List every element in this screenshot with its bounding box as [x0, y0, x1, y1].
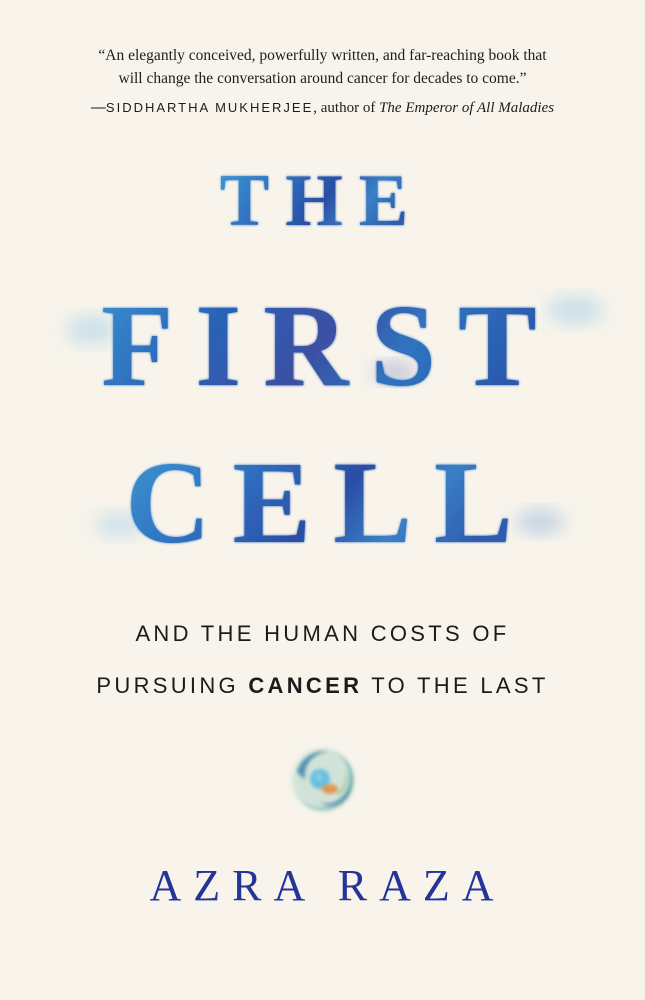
quote-line-2: will change the conversation around canc…: [118, 70, 527, 87]
attribution-name: SIDDHARTHA MUKHERJEE: [105, 100, 314, 115]
subtitle-text-cancer: CANCER: [248, 673, 363, 698]
subtitle-line-2: PURSUING CANCER TO THE LAST: [0, 673, 645, 699]
attribution-book: The Emperor of All Maladies: [379, 100, 555, 116]
book-title: THE FIRST CELL: [66, 160, 603, 568]
endorsement-quote: “An elegantly conceived, powerfully writ…: [0, 44, 645, 90]
title-line-the: THE: [220, 160, 424, 242]
endorsement-attribution: —SIDDHARTHA MUKHERJEE, author of The Emp…: [0, 99, 645, 117]
author-name: AZRA RAZA: [149, 861, 506, 910]
subtitle-text-pre: PURSUING: [96, 673, 249, 698]
title-line-cell: CELL: [125, 437, 534, 568]
quote-line-1: “An elegantly conceived, powerfully writ…: [98, 47, 547, 64]
title-line-first: FIRST: [101, 280, 559, 411]
watercolor-cell-icon: [292, 749, 354, 811]
attribution-text: , author of: [313, 100, 380, 116]
subtitle-line-1: AND THE HUMAN COSTS OF: [135, 621, 510, 646]
subtitle-text-post: TO THE LAST: [362, 673, 549, 698]
attribution-dash: —: [90, 99, 106, 116]
